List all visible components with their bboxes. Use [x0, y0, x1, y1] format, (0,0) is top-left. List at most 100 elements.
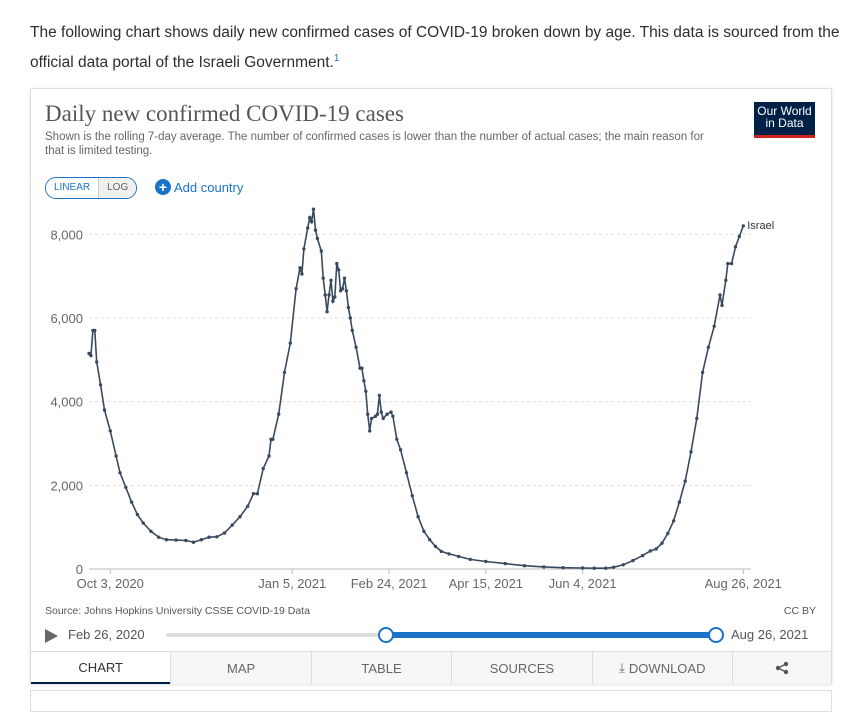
- intro-text: The following chart shows daily new conf…: [30, 24, 840, 72]
- intro-paragraph: The following chart shows daily new conf…: [30, 20, 840, 76]
- y-tick-label: 2,000: [50, 478, 83, 493]
- data-point: [391, 414, 395, 418]
- x-axis-ticks: Oct 3, 2020 Jan 5, 2021 Feb 24, 2021 Apr 15…: [77, 569, 782, 591]
- data-point: [184, 538, 188, 543]
- data-point: [215, 535, 219, 539]
- add-country-label: Add country: [174, 179, 244, 195]
- x-tick-label: Feb 24, 2021: [351, 576, 428, 591]
- data-point: [340, 287, 345, 291]
- data-point: [729, 261, 734, 266]
- data-point: [671, 519, 676, 523]
- data-point: [375, 412, 380, 416]
- data-point: [174, 538, 178, 542]
- data-point: [660, 541, 664, 545]
- data-point: [157, 535, 161, 539]
- data-point: [677, 500, 682, 504]
- data-point: [410, 494, 414, 498]
- data-point: [364, 389, 368, 393]
- log-button[interactable]: LOG: [98, 178, 137, 198]
- data-point: [640, 553, 645, 558]
- data-point: [309, 220, 314, 224]
- data-point: [344, 289, 349, 293]
- data-point: [683, 479, 687, 483]
- data-point: [267, 454, 271, 458]
- timeline-range-fill: [386, 632, 716, 638]
- data-point: [724, 278, 728, 282]
- data-point: [222, 531, 227, 535]
- tab-map[interactable]: MAP: [170, 652, 310, 684]
- data-point: [95, 360, 99, 364]
- timeline: Feb 26, 2020 Aug 26, 2021: [45, 626, 817, 646]
- tab-chart[interactable]: CHART: [31, 652, 171, 684]
- y-axis-ticks: 0 2,000 4,000 6,000 8,000: [50, 227, 83, 577]
- license-link[interactable]: CC BY: [783, 605, 816, 617]
- data-point: [282, 370, 287, 375]
- chart-card: Daily new confirmed COVID-19 cases Shown…: [30, 88, 832, 684]
- data-point: [621, 563, 625, 567]
- data-point: [300, 272, 304, 276]
- share-button[interactable]: [732, 652, 831, 684]
- footnote-link[interactable]: 1: [333, 53, 340, 64]
- data-point: [398, 448, 403, 452]
- data-point: [362, 379, 366, 383]
- data-point: [503, 561, 507, 566]
- next-card: [30, 690, 832, 712]
- data-point: [604, 566, 608, 570]
- data-point: [381, 416, 385, 421]
- data-point: [379, 410, 383, 414]
- tab-table[interactable]: TABLE: [310, 652, 451, 684]
- y-tick-label: 0: [76, 562, 83, 577]
- timeline-end-label: Aug 26, 2021: [731, 627, 809, 642]
- timeline-start-handle[interactable]: [378, 627, 394, 643]
- data-point: [737, 234, 742, 239]
- data-point: [149, 529, 153, 533]
- data-point: [246, 504, 250, 508]
- data-point: [199, 538, 203, 542]
- data-point: [580, 566, 585, 570]
- tab-sources[interactable]: SOURCES: [451, 652, 591, 684]
- logo-line2: in Data: [765, 116, 804, 130]
- data-point: [733, 245, 738, 249]
- y-tick-label: 8,000: [50, 227, 83, 242]
- data-point: [118, 471, 122, 475]
- data-point: [329, 278, 333, 282]
- play-icon[interactable]: [45, 629, 58, 643]
- chart-subtitle: Shown is the rolling 7-day average. The …: [45, 131, 704, 157]
- data-point: [135, 512, 140, 517]
- source-link[interactable]: Source: Johns Hopkins University CSSE CO…: [45, 605, 310, 617]
- timeline-end-handle[interactable]: [708, 627, 724, 643]
- data-point: [261, 466, 265, 471]
- data-point: [377, 393, 382, 398]
- tab-download[interactable]: ⤓ DOWNLOAD: [591, 652, 732, 684]
- share-icon: [775, 661, 789, 675]
- add-country-button[interactable]: + Add country: [155, 177, 243, 197]
- scale-toggle: LINEAR LOG: [45, 177, 138, 199]
- data-point: [342, 276, 347, 280]
- data-point: [288, 341, 292, 345]
- series-label-israel: Israel: [747, 220, 774, 232]
- data-point: [98, 383, 103, 387]
- data-point: [114, 454, 118, 458]
- data-point: [124, 485, 128, 490]
- data-point: [311, 207, 316, 211]
- timeline-track[interactable]: [166, 627, 724, 643]
- linear-button[interactable]: LINEAR: [46, 178, 99, 198]
- data-point: [294, 287, 298, 291]
- data-point: [141, 521, 145, 525]
- data-point: [741, 224, 745, 228]
- y-tick-label: 6,000: [50, 311, 83, 326]
- data-point: [726, 261, 730, 266]
- data-point: [323, 293, 327, 297]
- data-point: [712, 324, 716, 328]
- data-point: [335, 261, 339, 266]
- data-point: [700, 370, 705, 375]
- data-point: [718, 293, 722, 297]
- data-point: [93, 328, 97, 333]
- data-point: [395, 437, 399, 441]
- data-point: [666, 531, 670, 536]
- data-point: [325, 310, 329, 314]
- data-point: [313, 228, 318, 232]
- owid-logo[interactable]: Our World in Data: [754, 102, 815, 138]
- data-point: [89, 353, 93, 358]
- x-tick-label: Jun 4, 2021: [549, 576, 617, 591]
